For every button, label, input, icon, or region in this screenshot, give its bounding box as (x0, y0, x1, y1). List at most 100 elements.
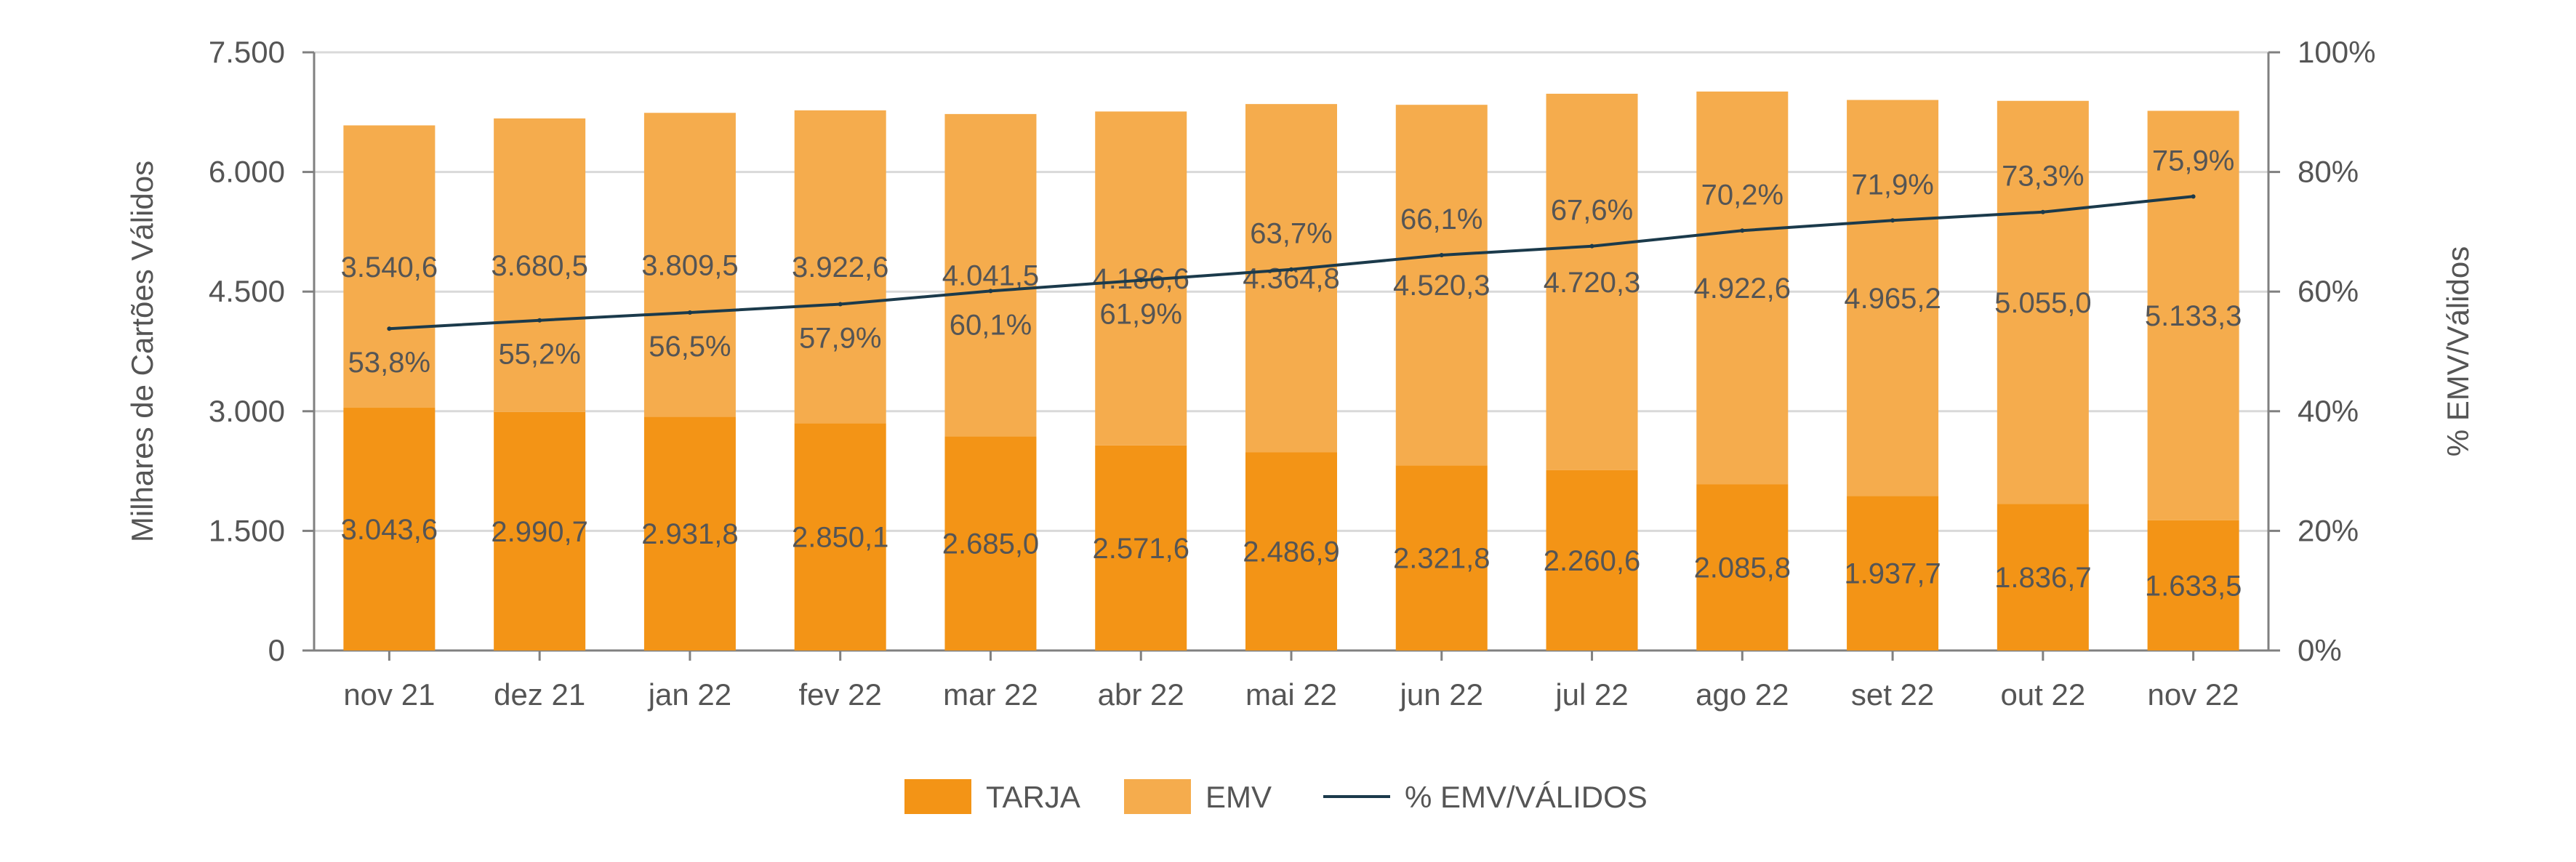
line-point (387, 326, 392, 331)
bar-emv (794, 110, 886, 424)
y2-axis-title: % EMV/Válidos (2441, 246, 2475, 456)
data-label-pct: 56,5% (649, 331, 731, 363)
bar-emv (1395, 105, 1488, 466)
bar-tarja (494, 411, 586, 650)
bar-tarja (944, 436, 1037, 650)
y2-axis-tick-label: 40% (2298, 394, 2359, 428)
bar-tarja (343, 408, 436, 650)
line-point (838, 302, 843, 307)
data-label-tarja: 2.990,7 (491, 516, 587, 548)
line-point (1740, 228, 1745, 233)
y-axis-tick-label: 6.000 (209, 155, 285, 189)
x-axis-tick-label: mai 22 (1245, 677, 1337, 712)
bar-tarja (1997, 504, 2089, 650)
line-point (2040, 209, 2045, 214)
line-point (687, 310, 692, 315)
data-label-emv: 5.133,3 (2145, 300, 2242, 332)
data-label-tarja: 2.685,0 (942, 528, 1039, 560)
x-axis-tick-label: ago 22 (1696, 677, 1789, 712)
data-label-pct: 67,6% (1551, 195, 1633, 227)
bar-emv (1696, 91, 1789, 485)
bar-emv (343, 125, 436, 408)
data-label-emv: 3.540,6 (341, 251, 438, 283)
x-axis-tick-label: out 22 (2000, 677, 2085, 712)
bar-emv (1847, 100, 1939, 496)
data-label-emv: 3.922,6 (792, 251, 888, 283)
data-label-tarja: 2.085,8 (1694, 552, 1791, 584)
y2-axis-tick-label: 80% (2298, 155, 2359, 189)
bar-tarja (1095, 445, 1187, 650)
line-point (1589, 243, 1594, 249)
data-label-pct: 60,1% (950, 309, 1032, 341)
y-axis-tick-label: 1.500 (209, 513, 285, 547)
y-axis-title: Milhares de Cartões Válidos (125, 161, 159, 542)
bar-tarja (1395, 465, 1488, 650)
line-point (1289, 267, 1293, 272)
data-label-emv: 4.965,2 (1844, 283, 1941, 315)
bar-tarja (794, 423, 886, 650)
y-axis-tick-label: 7.500 (209, 35, 285, 69)
y-axis-tick-label: 4.500 (209, 274, 285, 308)
x-axis-tick-label: jun 22 (1399, 677, 1483, 712)
data-label-pct: 73,3% (2002, 161, 2084, 193)
data-label-pct: 63,7% (1250, 218, 1332, 250)
x-axis-tick-label: mar 22 (943, 677, 1038, 712)
bar-tarja (643, 416, 736, 650)
data-label-emv: 3.809,5 (641, 249, 738, 281)
data-label-tarja: 2.571,6 (1092, 533, 1189, 565)
data-label-emv: 4.922,6 (1694, 273, 1791, 305)
data-label-tarja: 2.486,9 (1243, 536, 1339, 568)
data-label-pct: 71,9% (1851, 169, 1933, 201)
line-point (1139, 278, 1144, 283)
bar-emv (2147, 110, 2239, 520)
y2-axis-tick-label: 20% (2298, 513, 2359, 547)
y2-axis-tick-label: 60% (2298, 274, 2359, 308)
x-axis-tick-label: jan 22 (647, 677, 731, 712)
data-label-emv: 4.520,3 (1393, 270, 1490, 302)
line-point (988, 289, 993, 294)
data-label-tarja: 1.937,7 (1844, 558, 1941, 590)
x-axis-tick-label: nov 21 (343, 677, 435, 712)
data-label-tarja: 1.633,5 (2145, 570, 2242, 602)
bar-emv (494, 118, 586, 412)
legend-swatch-tarja (904, 779, 971, 814)
y-axis-tick-label: 3.000 (209, 394, 285, 428)
line-point (537, 318, 542, 323)
data-label-pct: 70,2% (1701, 179, 1783, 211)
data-label-pct: 55,2% (498, 339, 580, 371)
line-point (2191, 194, 2196, 199)
data-label-tarja: 2.850,1 (792, 522, 888, 554)
line-point (1439, 252, 1444, 257)
y2-axis-tick-label: 100% (2298, 35, 2375, 69)
data-label-tarja: 2.260,6 (1544, 545, 1640, 577)
y2-axis-tick-label: 0% (2298, 633, 2342, 667)
x-axis-tick-label: fev 22 (798, 677, 881, 712)
bar-emv (1997, 100, 2089, 504)
bar-emv (643, 113, 736, 417)
data-label-emv: 3.680,5 (491, 250, 587, 282)
data-label-tarja: 1.836,7 (1994, 562, 2091, 594)
bar-tarja (1245, 452, 1337, 650)
x-axis-tick-label: set 22 (1851, 677, 1934, 712)
x-axis-tick-label: nov 22 (2148, 677, 2239, 712)
bar-emv (1546, 93, 1638, 470)
data-label-emv: 5.055,0 (1994, 287, 2091, 319)
data-label-tarja: 2.931,8 (641, 518, 738, 550)
data-label-pct: 53,8% (348, 347, 430, 379)
x-axis-tick-label: dez 21 (494, 677, 585, 712)
line-point (1890, 218, 1895, 223)
bar-emv (944, 113, 1037, 437)
data-label-tarja: 3.043,6 (341, 514, 438, 546)
data-label-emv: 4.041,5 (942, 260, 1039, 292)
legend-swatch-emv (1124, 779, 1191, 814)
bar-tarja (2147, 520, 2239, 650)
legend-label-emv: EMV (1205, 780, 1272, 814)
bar-tarja (1696, 484, 1789, 650)
legend-label-tarja: TARJA (986, 780, 1080, 814)
bar-tarja (1546, 470, 1638, 650)
data-label-tarja: 2.321,8 (1393, 543, 1490, 575)
bar-tarja (1847, 496, 1939, 650)
data-label-pct: 57,9% (799, 322, 881, 354)
legend-label-pct: % EMV/VÁLIDOS (1405, 780, 1648, 814)
